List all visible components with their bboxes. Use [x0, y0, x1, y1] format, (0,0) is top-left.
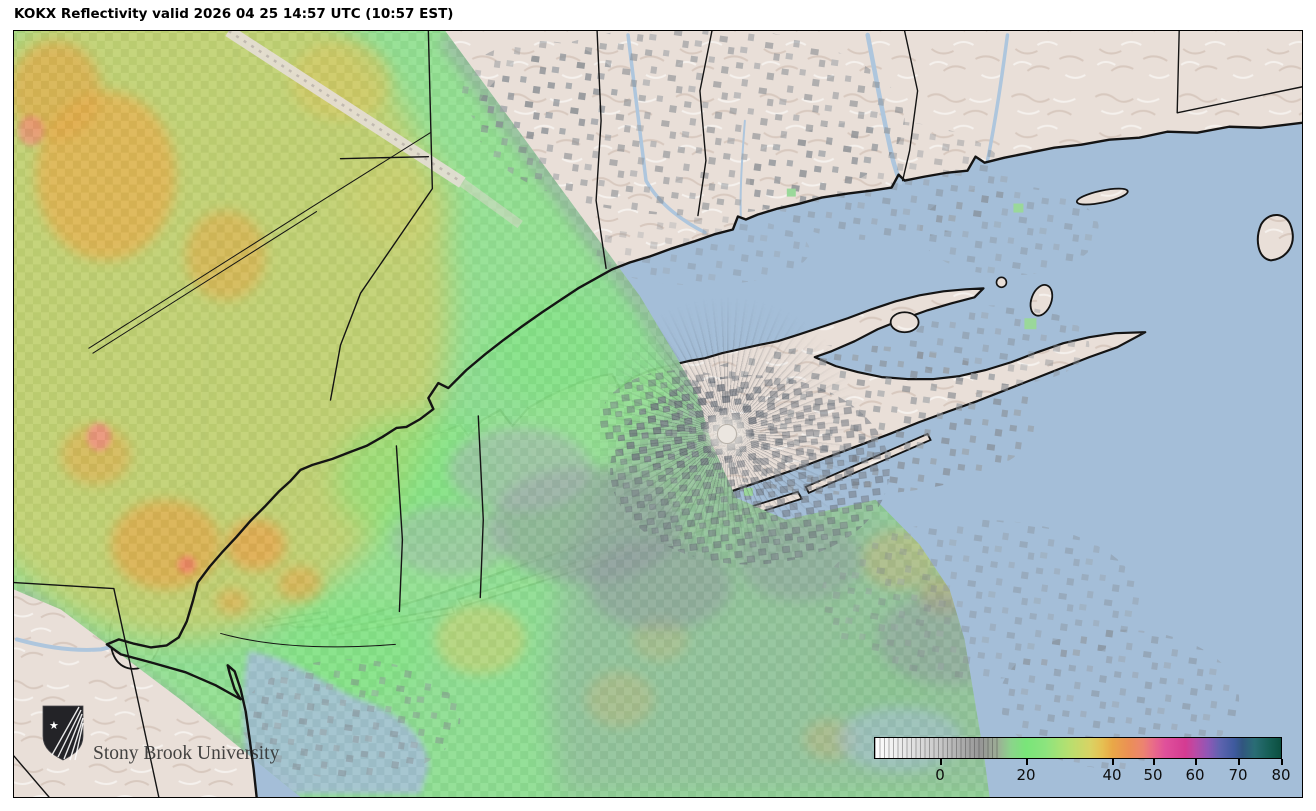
- colorbar-tick: [1281, 759, 1283, 765]
- radar-map: 0 20 40 50 60 70 80 ★ Stony Brook Univer…: [13, 30, 1303, 798]
- colorbar-tick: [1153, 759, 1155, 765]
- colorbar-tick: [1112, 759, 1114, 765]
- colorbar-tick-label: 0: [935, 766, 945, 784]
- colorbar-tick: [1026, 759, 1028, 765]
- colorbar-tick-label: 80: [1271, 766, 1291, 784]
- svg-text:★: ★: [49, 719, 59, 732]
- colorbar-hatch-overlay: [875, 738, 1001, 758]
- clutter-speckle-layer: [240, 31, 1240, 780]
- colorbar-tick: [1195, 759, 1197, 765]
- reflectivity-colorbar: [874, 737, 1282, 759]
- colorbar-tick-label: 40: [1102, 766, 1122, 784]
- colorbar-tick: [940, 759, 942, 765]
- colorbar-tick-label: 20: [1016, 766, 1036, 784]
- colorbar-tick: [1238, 759, 1240, 765]
- stonybrook-shield-icon: ★: [42, 705, 84, 761]
- colorbar-tick-label: 70: [1228, 766, 1248, 784]
- colorbar-tick-label: 60: [1185, 766, 1205, 784]
- stonybrook-logo: ★ Stony Brook University School of Marin…: [42, 705, 280, 797]
- stonybrook-logo-text: Stony Brook University School of Marine …: [93, 743, 280, 764]
- radar-site-marker: [717, 424, 737, 444]
- map-title: KOKX Reflectivity valid 2026 04 25 14:57…: [14, 6, 454, 22]
- colorbar-tick-label: 50: [1143, 766, 1163, 784]
- maplines-layer: [14, 31, 1302, 797]
